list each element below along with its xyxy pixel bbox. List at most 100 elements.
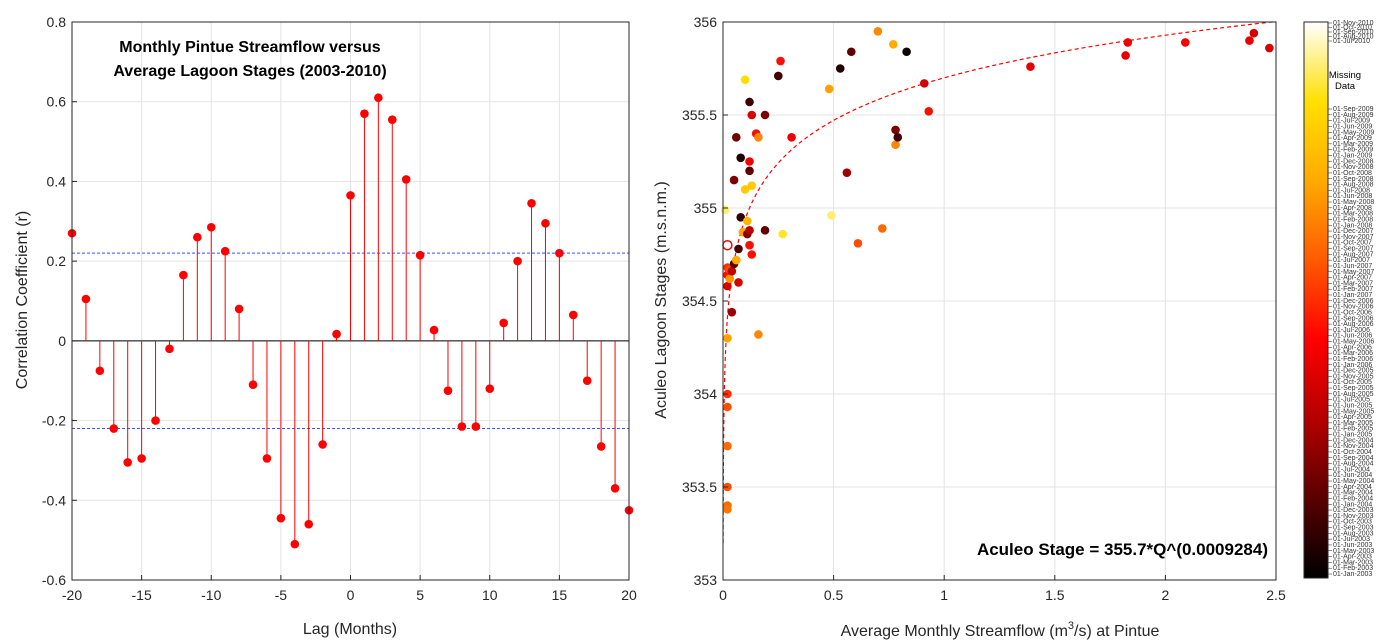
colorbar-date-label: 01-Feb-2004 — [1333, 495, 1373, 502]
stem-marker — [304, 519, 314, 529]
stem-marker — [206, 222, 216, 232]
colorbar-date-label: 01-Feb-2005 — [1333, 426, 1373, 433]
stem-plot-ticks: -20 -15 -10 -5 0 5 10 15 20 -0.6 -0.4 -0.2 0 0.2 0.4 0.… — [42, 14, 637, 603]
stem-marker — [582, 376, 592, 386]
scatter-point — [736, 153, 745, 163]
scatter-point — [731, 255, 741, 265]
scatter-point — [736, 213, 745, 222]
colorbar-date-label: 01-Sep-2003 — [1333, 525, 1374, 532]
colorbar-date-label: 01-Jun-2008 — [1333, 193, 1372, 200]
scatter-point — [778, 229, 788, 239]
scatter-point — [776, 56, 785, 66]
colorbar-date-label: 01-Feb-2003 — [1333, 565, 1373, 572]
colorbar-date-label: 01-May-2004 — [1333, 478, 1374, 485]
colorbar-date-label: 01-Jun-2007 — [1333, 263, 1372, 270]
x-tick-label: 0 — [347, 587, 355, 603]
colorbar-date-label: 01-Oct-2005 — [1333, 379, 1372, 386]
scatter-point — [725, 274, 734, 283]
stem-marker — [527, 199, 536, 208]
colorbar-date-label: 01-Nov-2006 — [1333, 304, 1374, 311]
scatter-point — [919, 79, 929, 88]
colorbar-date-label: 01-Aug-2005 — [1333, 391, 1374, 398]
colorbar-date-label: 01-Jun-2004 — [1333, 472, 1372, 479]
colorbar-date-label: 01-Dec-2006 — [1333, 298, 1374, 305]
stem-marker — [401, 175, 411, 184]
colorbar-date-label: 01-Jun-2005 — [1333, 402, 1372, 409]
colorbar-date-label: 01-Jan-2006 — [1333, 362, 1372, 369]
scatter-point — [745, 157, 754, 166]
colorbar-date-label: 01-Mar-2009 — [1333, 141, 1373, 148]
scatter-point — [902, 47, 911, 57]
colorbar-date-label: 01-Sep-2010 — [1333, 29, 1374, 36]
colorbar-date-label: 01-Apr-2006 — [1333, 344, 1372, 351]
scatter-point — [734, 278, 743, 287]
y-tick-label: 355 — [694, 200, 718, 216]
stem-marker — [193, 232, 202, 242]
colorbar-date-label: 01-Apr-2004 — [1333, 484, 1372, 491]
scatter-point — [723, 402, 732, 412]
x-tick-label: 2 — [1162, 587, 1170, 603]
y-tick-label: 0.8 — [47, 14, 67, 30]
colorbar-date-label: 01-Apr-2003 — [1333, 554, 1372, 561]
colorbar-date-label: 01-Oct-2006 — [1333, 309, 1372, 316]
scatter-point — [745, 97, 754, 107]
stem-marker — [596, 442, 606, 451]
stem-marker — [234, 304, 244, 314]
colorbar-date-label: 01-Aug-2003 — [1333, 530, 1374, 537]
scatter-point — [727, 307, 737, 317]
stem-marker — [513, 256, 522, 266]
colorbar-date-label: 01-Jan-2003 — [1333, 571, 1372, 578]
colorbar-date-label: 01-Sep-2005 — [1333, 385, 1374, 392]
scatter-plot-panel: 0 0.5 1 1.5 2 2.5353353.5354354.5355355.5356 … — [653, 14, 1286, 640]
colorbar-date-label: 01-Jun-2003 — [1333, 542, 1372, 549]
colorbar-date-label: 01-Jul-2007 — [1333, 257, 1370, 264]
scatter-point — [745, 226, 754, 235]
scatter-point — [740, 185, 750, 194]
scatter-point — [842, 168, 852, 177]
y-tick-label: 354 — [694, 386, 718, 402]
stem-marker — [165, 344, 174, 354]
colorbar-date-label: 01-Jan-2007 — [1333, 292, 1372, 299]
colorbar-date-label: 01-Mar-2007 — [1333, 280, 1373, 287]
stem-marker — [555, 248, 564, 258]
colorbar: 01-Nov-201001-Oct-201001-Sep-201001-Aug-… — [1303, 20, 1374, 579]
colorbar-date-label: 01-Dec-2005 — [1333, 368, 1374, 375]
colorbar-date-label: 01-Oct-2004 — [1333, 449, 1372, 456]
scatter-point — [787, 133, 796, 142]
x-tick-label: 1.5 — [1045, 587, 1065, 603]
y-tick-label: 0.2 — [47, 253, 67, 269]
scatter-point — [824, 84, 834, 94]
colorbar-date-label: 01-Jan-2005 — [1333, 432, 1372, 439]
colorbar-date-label: 01-Mar-2005 — [1333, 420, 1373, 427]
colorbar-date-label: 01-Aug-2006 — [1333, 321, 1374, 328]
colorbar-date-label: 01-Jun-2006 — [1333, 333, 1372, 340]
colorbar-date-label: 01-Oct-2010 — [1333, 25, 1372, 32]
colorbar-missing-label-1: Missing — [1329, 70, 1361, 81]
x-tick-label: 15 — [552, 587, 568, 603]
scatter-point — [924, 106, 934, 116]
colorbar-date-label: 01-May-2006 — [1333, 339, 1374, 346]
colorbar-date-label: 01-Apr-2008 — [1333, 205, 1372, 212]
colorbar-date-label: 01-Dec-2007 — [1333, 228, 1374, 235]
colorbar-date-label: 01-Mar-2004 — [1333, 490, 1373, 497]
scatter-point — [731, 133, 741, 142]
colorbar-frame — [1303, 21, 1329, 579]
scatter-point — [893, 133, 903, 142]
scatter-point — [734, 244, 743, 254]
colorbar-date-label: 01-Apr-2007 — [1333, 275, 1372, 282]
colorbar-date-label: 01-Jan-2004 — [1333, 501, 1372, 508]
scatter-point — [1123, 38, 1133, 47]
colorbar-date-label: 01-May-2009 — [1333, 129, 1374, 136]
colorbar-date-label: 01-Jul-2003 — [1333, 536, 1370, 543]
scatter-point — [1265, 43, 1274, 53]
colorbar-date-label: 01-Apr-2009 — [1333, 135, 1372, 142]
stem-marker — [457, 422, 467, 431]
scatter-point — [747, 181, 757, 190]
chart-title-line-1: Monthly Pintue Streamflow versus — [119, 39, 380, 56]
stem-marker — [151, 416, 160, 425]
scatter-point — [835, 64, 845, 73]
colorbar-date-label: 01-Jan-2008 — [1333, 222, 1372, 229]
y-tick-label: 356 — [694, 14, 718, 30]
colorbar-date-label: 01-Jul-2004 — [1333, 466, 1370, 473]
scatter-point — [846, 47, 856, 57]
